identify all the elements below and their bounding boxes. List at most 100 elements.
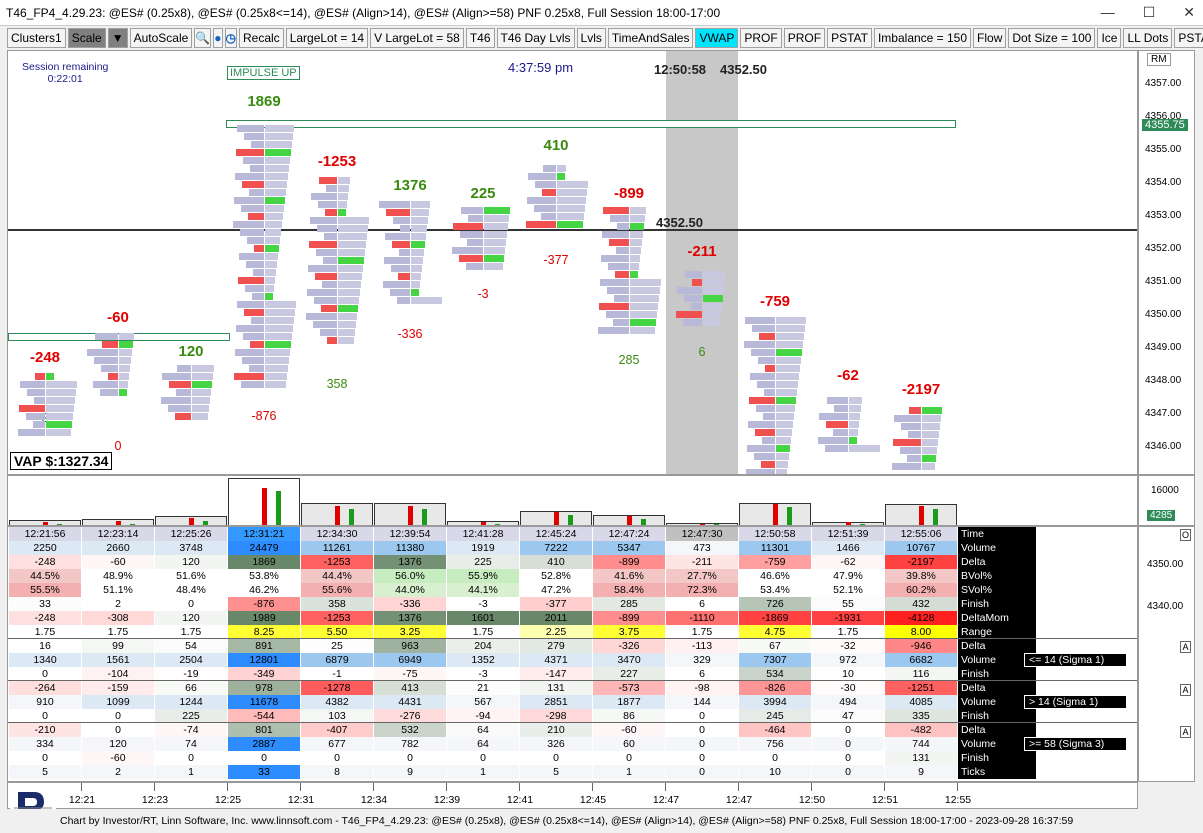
toolbar-button-prof[interactable]: PROF bbox=[740, 28, 782, 48]
footprint-ask-cell bbox=[265, 301, 296, 308]
table-cell: 0 bbox=[593, 751, 665, 765]
rm-button[interactable]: RM bbox=[1147, 53, 1171, 66]
footprint-bid-cell bbox=[175, 413, 191, 420]
footprint-ask-cell bbox=[338, 185, 349, 192]
toolbar-button-timeandsales[interactable]: TimeAndSales bbox=[607, 28, 694, 48]
table-cell: 16 bbox=[9, 639, 81, 653]
footprint-bid-cell bbox=[108, 373, 118, 380]
toolbar-button-ll-dots[interactable]: LL Dots bbox=[1123, 28, 1173, 48]
footprint-ask-cell bbox=[484, 231, 507, 238]
time-axis-label: 12:39 bbox=[433, 794, 461, 806]
toolbar-button-pstat[interactable]: PSTAT bbox=[827, 28, 872, 48]
footprint-bid-cell bbox=[748, 421, 775, 428]
footprint-bid-cell bbox=[26, 413, 45, 420]
volume-panel[interactable] bbox=[7, 475, 1138, 526]
section-o-button[interactable]: O bbox=[1180, 529, 1191, 541]
toolbar-button-lvls[interactable]: Lvls bbox=[576, 28, 606, 48]
toolbar-button-dot-size-100[interactable]: Dot Size = 100 bbox=[1008, 28, 1096, 48]
time-axis-gridline bbox=[665, 783, 666, 791]
table-cell: -1 bbox=[301, 667, 373, 681]
footprint-ask-cell bbox=[192, 365, 214, 372]
footprint-bid-cell bbox=[308, 265, 337, 272]
session-remaining: Session remaining 0:22:01 bbox=[22, 61, 108, 85]
footprint-bid-cell bbox=[379, 201, 410, 208]
footprint-bid-cell bbox=[324, 233, 337, 240]
footprint-bid-cell bbox=[168, 405, 191, 412]
toolbar-button-autoscale[interactable]: AutoScale bbox=[129, 28, 193, 48]
toolbar-button-recalc[interactable]: Recalc bbox=[239, 28, 284, 48]
section-a-button[interactable]: A bbox=[1180, 726, 1191, 738]
table-cell: 726 bbox=[739, 597, 811, 611]
toolbar-button-t46[interactable]: T46 bbox=[465, 28, 495, 48]
volume-sell-bar bbox=[773, 504, 778, 525]
toolbar-button-vwap[interactable]: VWAP bbox=[695, 28, 739, 48]
toolbar-button-t46-day-lvls[interactable]: T46 Day Lvls bbox=[496, 28, 575, 48]
toolbar-button-flow[interactable]: Flow bbox=[973, 28, 1007, 48]
section-a-button[interactable]: A bbox=[1180, 641, 1191, 653]
table-cell: 131 bbox=[885, 751, 957, 765]
table-cell: 1352 bbox=[447, 653, 519, 667]
bar-delta-label: -62 bbox=[837, 367, 859, 384]
toolbar-button-prof[interactable]: PROF bbox=[783, 28, 826, 48]
footprint-ask-cell bbox=[922, 455, 936, 462]
footprint-ask-cell bbox=[703, 319, 720, 326]
footprint-ask-cell bbox=[630, 319, 656, 326]
table-time-cell: 12:23:14 bbox=[82, 527, 154, 541]
table-cell: -248 bbox=[9, 611, 81, 625]
time-axis-gridline bbox=[81, 783, 82, 791]
minimize-icon[interactable]: — bbox=[1100, 4, 1115, 20]
toolbar-button-v-largelot-58[interactable]: V LargeLot = 58 bbox=[370, 28, 464, 48]
footprint-ask-cell bbox=[557, 181, 588, 188]
section-a-button[interactable]: A bbox=[1180, 684, 1191, 696]
footprint-bid-cell bbox=[613, 319, 629, 326]
toolbar-button-clusters1[interactable]: Clusters1 bbox=[7, 28, 66, 48]
footprint-ask-cell bbox=[338, 225, 368, 232]
price-axis[interactable]: RM 4355.75 4357.00 4356.00 4355.00 4354.00 4… bbox=[1138, 50, 1195, 475]
footprint-bid-cell bbox=[317, 225, 337, 232]
footprint-bid-cell bbox=[313, 321, 337, 328]
table-cell: 1601 bbox=[447, 611, 519, 625]
zoom-icon[interactable]: 🔍 bbox=[194, 28, 212, 48]
table-cell: 0 bbox=[9, 667, 81, 681]
toolbar-button-ice[interactable]: Ice bbox=[1097, 28, 1122, 48]
toolbar-button-[interactable]: ▼ bbox=[107, 28, 128, 48]
table-cell: 978 bbox=[228, 681, 300, 695]
bar-finish-label: 0 bbox=[114, 439, 122, 453]
maximize-icon[interactable]: ☐ bbox=[1142, 4, 1156, 20]
footprint-ask-cell bbox=[922, 447, 937, 454]
time-axis-gridline bbox=[154, 783, 155, 791]
footprint-bid-cell bbox=[244, 309, 264, 316]
footprint-bid-cell bbox=[834, 405, 848, 412]
time-axis[interactable]: 12:21 12:23 12:25 12:31 12:34 12:39 12:41 12:45… bbox=[7, 782, 1138, 809]
table-cell: -159 bbox=[82, 681, 154, 695]
table-cell: 5 bbox=[9, 765, 81, 779]
toolbar-button-scale[interactable]: Scale bbox=[67, 28, 106, 48]
footprint-ask-cell bbox=[46, 397, 75, 404]
table-cell: 4371 bbox=[520, 653, 592, 667]
table-cell: 1869 bbox=[228, 555, 300, 569]
footprint-ask-cell bbox=[703, 303, 722, 310]
table-cell: 891 bbox=[228, 639, 300, 653]
table-cell: 532 bbox=[374, 723, 446, 737]
toolbar-button-imbalance-150[interactable]: Imbalance = 150 bbox=[873, 28, 972, 48]
footprint-bid-cell bbox=[243, 157, 264, 164]
footprint-bid-cell bbox=[391, 265, 410, 272]
footprint-ask-cell bbox=[557, 205, 585, 212]
footprint-ask-cell bbox=[922, 431, 939, 438]
time-axis-gridline bbox=[957, 783, 958, 791]
table-cell: 0 bbox=[666, 709, 738, 723]
table-cell: 120 bbox=[155, 611, 227, 625]
close-icon[interactable]: ✕ bbox=[1183, 4, 1195, 20]
toolbar-button-largelot-14[interactable]: LargeLot = 14 bbox=[285, 28, 369, 48]
table-cell: -1253 bbox=[301, 611, 373, 625]
table-cell: 6879 bbox=[301, 653, 373, 667]
footprint-bid-cell bbox=[176, 389, 191, 396]
price-chart[interactable]: Session remaining 0:22:01 4:37:59 pm 12:… bbox=[7, 50, 1138, 475]
clock-icon[interactable]: ◷ bbox=[224, 28, 237, 48]
volume-axis: 16000 4285 bbox=[1138, 475, 1195, 526]
cursor-column bbox=[666, 51, 738, 474]
footprint-ask-cell bbox=[265, 133, 293, 140]
bomb-icon[interactable]: ● bbox=[213, 28, 223, 48]
toolbar-button-pstat[interactable]: PSTAT bbox=[1174, 28, 1203, 48]
time-axis-label: 12:45 bbox=[579, 794, 607, 806]
